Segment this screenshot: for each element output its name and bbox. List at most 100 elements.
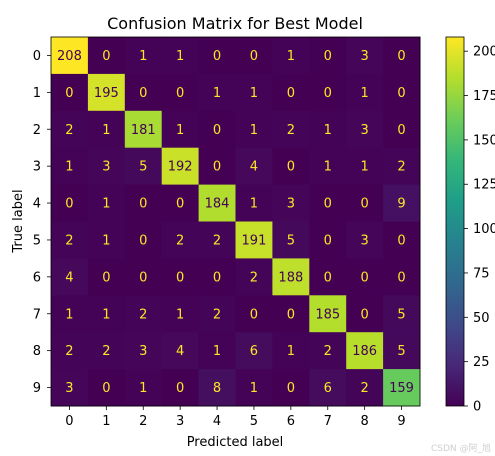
heatmap-cell [124, 37, 163, 75]
cell-value-label: 3 [139, 344, 147, 359]
heatmap-cell [309, 110, 347, 149]
cell-value-label: 0 [324, 49, 332, 64]
heatmap-cell [383, 110, 421, 149]
cell-value-label: 0 [213, 123, 221, 138]
x-tick-label: 3 [176, 414, 184, 429]
cell-value-label: 2 [397, 160, 405, 175]
cell-value-label: 8 [213, 381, 221, 396]
y-tick-label: 2 [33, 123, 41, 138]
cell-value-label: 1 [65, 160, 73, 175]
cell-value-label: 0 [397, 49, 405, 64]
colorbar [445, 36, 465, 407]
cell-value-label: 1 [250, 197, 258, 212]
heatmap-cell [161, 110, 200, 149]
y-tick-label: 5 [33, 233, 41, 248]
cell-value-label: 6 [324, 381, 332, 396]
cell-value-label: 0 [324, 233, 332, 248]
heatmap-cell [198, 369, 236, 407]
heatmap-cell [309, 332, 347, 370]
cell-value-label: 0 [324, 86, 332, 101]
heatmap-cell [346, 184, 384, 222]
cell-value-label: 0 [176, 270, 184, 285]
cell-value-label: 1 [324, 123, 332, 138]
heatmap-cell [161, 258, 200, 296]
heatmap-cell [87, 110, 126, 149]
cell-value-label: 3 [361, 49, 369, 64]
colorbar-tick-label: 150 [473, 133, 495, 148]
cell-value-label: 2 [139, 307, 147, 322]
cell-value-label: 4 [176, 344, 184, 359]
heatmap-cell [383, 184, 421, 222]
cell-value-label: 0 [324, 197, 332, 212]
heatmap-cell [383, 369, 421, 407]
heatmap-cell [51, 332, 89, 370]
heatmap-cell [346, 221, 384, 259]
heatmap-cell [383, 295, 421, 333]
heatmap-cell [346, 295, 384, 333]
heatmap-cell [309, 184, 347, 222]
heatmap-cell [198, 73, 236, 112]
heatmap-cell [346, 147, 384, 186]
heatmap-cell [272, 73, 310, 112]
y-tick-label: 9 [33, 381, 41, 396]
heatmap-cell [161, 295, 200, 333]
colorbar-tick-label: 75 [473, 266, 490, 281]
cell-value-label: 208 [57, 49, 82, 64]
cell-value-label: 2 [176, 233, 184, 248]
cell-value-label: 1 [287, 344, 295, 359]
heatmap-cell [161, 147, 200, 186]
heatmap-cell [161, 37, 200, 75]
cell-value-label: 1 [213, 86, 221, 101]
heatmap-cell [309, 147, 347, 186]
cell-value-label: 2 [213, 307, 221, 322]
heatmap-cell [235, 110, 273, 149]
x-tick-label: 6 [287, 414, 295, 429]
cell-value-label: 0 [176, 381, 184, 396]
heatmap-cell [272, 37, 310, 75]
heatmap-cell [383, 221, 421, 259]
heatmap-cell [235, 221, 273, 259]
heatmap-cell [272, 332, 310, 370]
plot-frame [50, 36, 421, 407]
heatmap-cell [87, 184, 126, 222]
x-tick-label: 9 [397, 414, 405, 429]
cell-value-label: 191 [242, 233, 267, 248]
colorbar-tick-label: 125 [473, 178, 495, 193]
heatmap-cell [235, 73, 273, 112]
cell-value-label: 3 [287, 197, 295, 212]
cell-value-label: 2 [65, 344, 73, 359]
heatmap-cell [161, 73, 200, 112]
heatmap-cell [198, 37, 236, 75]
colorbar-tick-label: 50 [473, 311, 490, 326]
cell-value-label: 0 [139, 233, 147, 248]
cell-value-label: 186 [352, 344, 377, 359]
y-tick-label: 8 [33, 344, 41, 359]
heatmap-cell [124, 147, 163, 186]
heatmap-cell [346, 369, 384, 407]
cell-value-label: 0 [361, 197, 369, 212]
heatmap-cell [346, 332, 384, 370]
heatmap-cell [51, 110, 89, 149]
y-tick-label: 4 [33, 197, 41, 212]
cell-value-label: 6 [250, 344, 258, 359]
heatmap-cell [198, 147, 236, 186]
heatmap-cells: 208 0 1 1 0 0 1 0 3 00 195 0 0 1 1 0 0 1 02 1 181 1 0 1 2 1 3 01 3 5 1… [51, 37, 421, 407]
heatmap-cell [272, 295, 310, 333]
heatmap-cell [346, 37, 384, 75]
cell-value-label: 3 [361, 123, 369, 138]
heatmap-cell [198, 221, 236, 259]
heatmap-cell [272, 147, 310, 186]
x-tick-label: 1 [102, 414, 110, 429]
heatmap-cell [51, 147, 89, 186]
heatmap-cell [198, 295, 236, 333]
heatmap-cell [198, 184, 236, 222]
cell-value-label: 1 [213, 344, 221, 359]
cell-value-label: 0 [176, 197, 184, 212]
y-tick-label: 6 [33, 270, 41, 285]
cell-value-label: 5 [397, 307, 405, 322]
cell-value-label: 1 [176, 307, 184, 322]
cell-value-label: 0 [324, 270, 332, 285]
heatmap-cell [309, 37, 347, 75]
heatmap-cell [383, 73, 421, 112]
